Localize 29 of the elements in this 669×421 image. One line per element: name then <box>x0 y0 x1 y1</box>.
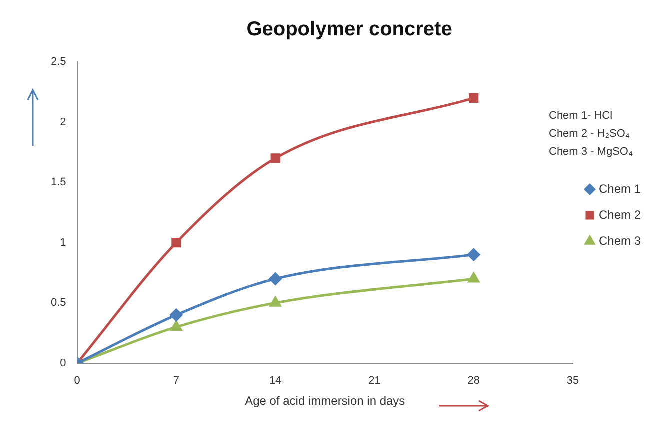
y-tick-label: 2.5 <box>50 56 66 68</box>
point <box>170 320 182 331</box>
x-tick-label: 0 <box>74 375 80 388</box>
annotation: Chem 2 - H₂SO₄ <box>549 128 630 140</box>
point <box>170 308 183 322</box>
y-tick-label: 0 <box>60 357 66 370</box>
x-tick-label: 7 <box>173 375 180 388</box>
annotation: Chem 1- HCl <box>549 110 613 122</box>
point <box>172 238 182 248</box>
x-axis-title: Age of acid immersion in days <box>245 394 406 408</box>
point <box>469 93 479 103</box>
point <box>468 272 480 283</box>
legend-label: Chem 3 <box>598 234 642 248</box>
annotation: Chem 3 - MgSO₄ <box>549 146 634 158</box>
x-tick-label: 21 <box>368 375 381 388</box>
point <box>468 248 480 262</box>
x-tick-label: 35 <box>566 375 580 388</box>
x-tick-label: 28 <box>468 375 480 388</box>
y-tick-label: 0.5 <box>50 297 66 310</box>
point <box>270 154 280 164</box>
y-tick-label: 1.5 <box>50 176 66 189</box>
x-tick-label: 14 <box>269 375 282 388</box>
chart-title: Geopolymer concrete <box>246 18 452 41</box>
legend-label: Chem 2 <box>598 208 642 222</box>
point <box>269 272 282 286</box>
y-tick-label: 2 <box>60 116 66 128</box>
point <box>270 296 282 307</box>
y-tick-label: 1 <box>60 236 66 249</box>
legend-label: Chem 1 <box>598 182 642 196</box>
